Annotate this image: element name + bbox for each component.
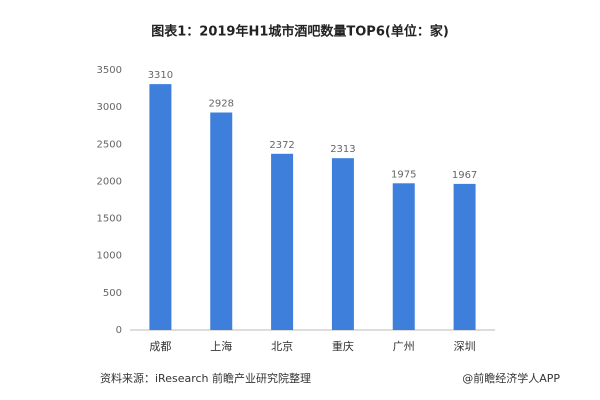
y-tick-label: 1500 — [97, 214, 122, 225]
y-tick-label: 3500 — [97, 65, 122, 76]
x-tick-label: 上海 — [210, 339, 232, 353]
value-label: 3310 — [148, 70, 173, 81]
x-tick-label: 成都 — [149, 340, 171, 353]
bar — [149, 84, 172, 330]
bar — [331, 158, 354, 330]
y-tick-label: 2000 — [97, 176, 122, 187]
bar — [392, 183, 415, 330]
value-label: 1975 — [391, 169, 416, 180]
x-tick-label: 重庆 — [332, 339, 354, 353]
x-tick-label: 北京 — [271, 339, 293, 353]
source-note: 资料来源：iResearch 前瞻产业研究院整理 — [100, 371, 311, 385]
value-label: 2313 — [330, 144, 355, 155]
x-tick-label: 广州 — [393, 340, 415, 353]
bar — [271, 153, 294, 330]
bar — [453, 183, 476, 330]
bar — [210, 112, 233, 331]
y-tick-label: 0 — [116, 325, 122, 336]
value-label: 2928 — [209, 98, 234, 109]
y-tick-label: 500 — [103, 288, 122, 299]
y-tick-label: 2500 — [97, 139, 122, 150]
value-label: 1967 — [452, 170, 477, 181]
chart-title: 图表1：2019年H1城市酒吧数量TOP6(单位：家) — [151, 24, 449, 40]
y-tick-label: 1000 — [97, 251, 122, 262]
y-tick-label: 3000 — [97, 102, 122, 113]
x-tick-label: 深圳 — [454, 340, 476, 353]
credit: @前瞻经济学人APP — [462, 371, 560, 385]
value-label: 2372 — [269, 140, 294, 151]
